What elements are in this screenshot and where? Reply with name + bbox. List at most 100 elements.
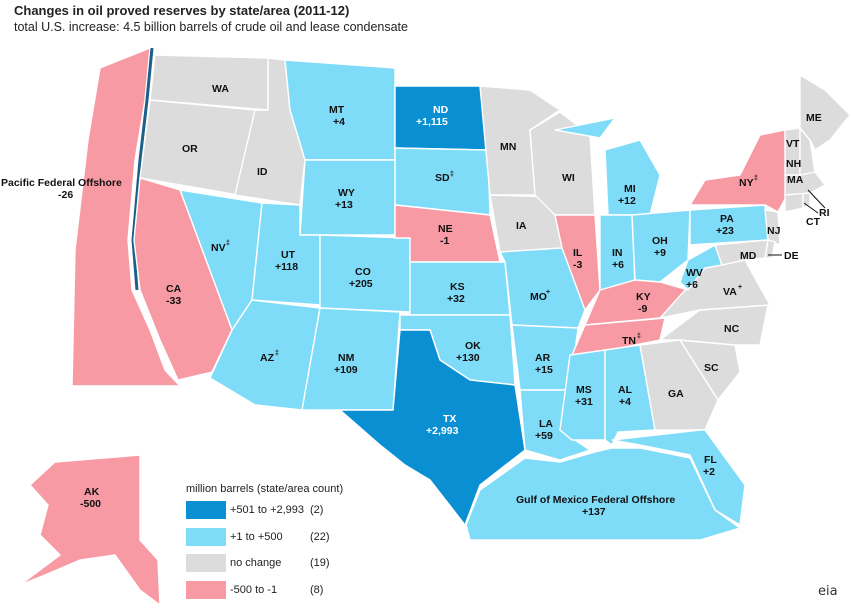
label-ri: RI (819, 207, 830, 219)
label-wa: WA (212, 83, 229, 95)
label-ak-change: -500 (80, 498, 101, 510)
label-ut-change: +118 (275, 261, 298, 273)
label-mn: MN (500, 141, 516, 153)
label-ms-change: +31 (575, 396, 593, 408)
label-fl-change: +2 (703, 466, 715, 478)
region-ms[interactable] (559, 349, 606, 441)
region-ri[interactable] (802, 192, 811, 210)
region-ct[interactable] (784, 192, 804, 213)
label-al-change: +4 (619, 396, 631, 408)
label-al: AL (618, 384, 633, 396)
label-id: ID (257, 166, 268, 178)
eia-logo: eia (818, 584, 838, 599)
legend-swatch (186, 554, 226, 572)
label-il-change: -3 (573, 259, 582, 271)
label-va: VA (723, 286, 737, 298)
legend-swatch (186, 581, 226, 599)
label-mt: MT (329, 104, 345, 116)
legend-count: (22) (310, 531, 330, 543)
legend-title: million barrels (state/area count) (186, 483, 344, 495)
label-ms: MS (576, 384, 592, 396)
label-ks-change: +32 (447, 293, 465, 305)
label-ne-change: -1 (440, 235, 449, 247)
label-md: MD (740, 250, 757, 262)
label-nh: NH (786, 158, 801, 170)
label-in: IN (612, 247, 623, 259)
label-vt: VT (786, 138, 800, 150)
region-nj[interactable] (764, 209, 781, 247)
callout-lines (768, 189, 826, 256)
label-ky: KY (636, 291, 651, 303)
label-tx: TX (443, 413, 456, 425)
label-nd-change: +1,115 (416, 116, 448, 128)
label-ct: CT (806, 216, 821, 228)
region-me[interactable] (799, 73, 851, 152)
label-me: ME (806, 112, 822, 124)
label-de: DE (784, 250, 799, 262)
label-gulf-offshore-change: +137 (582, 506, 606, 518)
label-mo-note: + (546, 289, 550, 296)
label-tn: TN (622, 335, 636, 347)
region-ga[interactable] (639, 339, 719, 431)
label-wy: WY (338, 187, 355, 199)
label-tx-change: +2,993 (426, 425, 459, 437)
label-nm-change: +109 (334, 364, 358, 376)
label-ga: GA (668, 388, 684, 400)
label-oh-change: +9 (654, 247, 666, 259)
label-ar: AR (535, 352, 551, 364)
label-nj: NJ (767, 225, 781, 237)
label-oh: OH (652, 235, 668, 247)
label-sd: SD (435, 172, 450, 184)
region-mi[interactable] (554, 116, 661, 216)
legend-item-no-change: no change (19) (186, 554, 330, 572)
label-nm: NM (338, 352, 355, 364)
label-ma: MA (787, 174, 804, 186)
legend-label: no change (230, 557, 282, 569)
region-tn[interactable] (570, 317, 666, 356)
label-nv: NV (211, 242, 226, 254)
label-pa: PA (720, 213, 734, 225)
legend-count: (8) (310, 584, 324, 596)
region-oh[interactable] (631, 209, 691, 283)
region-ca[interactable] (133, 177, 233, 381)
label-ny-note: ‡ (754, 175, 758, 182)
legend-swatch (186, 501, 226, 519)
label-ky-change: -9 (638, 303, 647, 315)
region-de[interactable] (764, 239, 776, 259)
region-tx[interactable] (338, 329, 526, 527)
label-mi-change: +12 (618, 195, 636, 207)
label-il: IL (573, 247, 583, 259)
label-fl: FL (704, 454, 717, 466)
label-gulf-offshore: Gulf of Mexico Federal Offshore (516, 494, 675, 506)
label-wv: WV (686, 267, 703, 279)
legend-label: +1 to +500 (230, 531, 283, 543)
label-nv-note: ‡ (226, 240, 230, 247)
label-or: OR (182, 143, 198, 155)
label-mt-change: +4 (333, 116, 345, 128)
region-md[interactable] (714, 239, 769, 266)
legend-count: (19) (310, 557, 330, 569)
label-la: LA (539, 418, 553, 430)
state-labels: WA OR ID MT +4 ND +1,115 SD ‡ WY +13 NV … (1, 83, 830, 518)
label-az-note: ‡ (275, 350, 279, 357)
region-fl[interactable] (611, 429, 746, 527)
label-mi: MI (624, 183, 636, 195)
label-ok-change: +130 (456, 352, 480, 364)
label-co: CO (355, 266, 371, 278)
label-ne: NE (438, 223, 453, 235)
label-sc: SC (704, 362, 719, 374)
region-pacific-offshore[interactable] (71, 46, 182, 387)
region-ak[interactable] (19, 454, 161, 607)
legend-label: -500 to -1 (230, 584, 278, 596)
legend-item-increase: +1 to +500 (22) (186, 528, 330, 546)
map-subtitle: total U.S. increase: 4.5 billion barrels… (14, 20, 408, 34)
legend-count: (2) (310, 504, 324, 516)
label-az: AZ (260, 352, 275, 364)
pacific-coast-line (131, 47, 154, 291)
label-mo: MO (530, 291, 547, 303)
region-gulf-offshore[interactable] (465, 447, 742, 541)
map-title: Changes in oil proved reserves by state/… (14, 3, 350, 18)
label-ca: CA (166, 283, 182, 295)
region-ny[interactable] (688, 129, 791, 213)
label-ak: AK (84, 486, 100, 498)
